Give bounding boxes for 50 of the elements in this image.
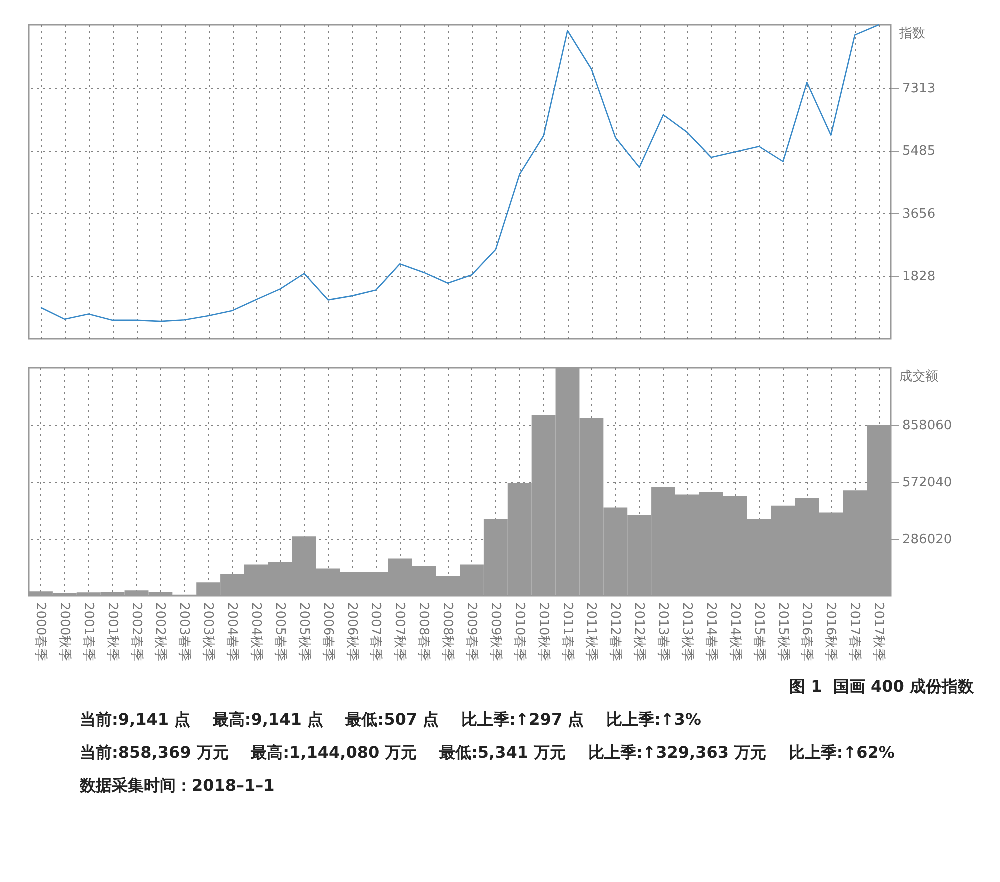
y-axis-title: 成交额 [900, 368, 938, 384]
x-tick-label: 2009秋季 [488, 602, 503, 662]
x-tick-label: 2006秋季 [344, 602, 360, 662]
x-tick-label: 2000秋季 [56, 602, 72, 662]
line-series [40, 24, 880, 322]
y-axis-title: 指数 [898, 26, 926, 42]
text: 当前:858,369 万元 最高:1,144,080 万元 最低:5,341 万元 比上季:↑329,363 万元 比上季:↑62% [80, 743, 896, 764]
x-tick-label: 2008春季 [416, 602, 432, 662]
x-tick-label: 2000春季 [32, 602, 48, 662]
x-tick-label: 2015秋季 [775, 602, 790, 662]
x-tick-label: 2002秋季 [152, 602, 168, 662]
x-tick-label: 2006春季 [320, 602, 336, 662]
y-tick-label: 3656 [902, 206, 936, 222]
x-tick-label: 2003春季 [176, 602, 192, 662]
x-tick-label: 2001秋季 [104, 602, 120, 662]
x-tick-label: 2007春季 [368, 602, 384, 662]
x-tick-label: 2010春季 [512, 602, 527, 662]
x-tick-label: 2012春季 [608, 602, 623, 662]
x-tick-label: 2011春季 [560, 602, 575, 662]
x-tick-label: 2013秋季 [679, 602, 694, 662]
x-tick-label: 2002春季 [128, 602, 144, 662]
text: 数据采集时间：2018–1–1 [80, 776, 276, 797]
x-tick-label: 2005春季 [272, 602, 288, 662]
x-tick-label: 2017春季 [847, 602, 862, 662]
y-tick-label: 7313 [902, 81, 936, 96]
x-tick-label: 2016秋季 [823, 602, 838, 662]
x-tick-label: 2003秋季 [200, 602, 216, 662]
x-tick-label: 2014春季 [703, 602, 718, 662]
text: 当前:9,141 点 最高:9,141 点 最低:507 点 比上季:↑297 点 比上季:↑3% [80, 710, 702, 731]
x-tick-label: 2009春季 [464, 602, 479, 662]
x-tick-label: 2017秋季 [871, 602, 886, 662]
x-tick-label: 2016春季 [799, 602, 814, 662]
y-tick-label: 1828 [902, 270, 936, 285]
x-tick-label: 2010秋季 [536, 602, 551, 662]
y-tick-label: 858060 [902, 418, 952, 434]
x-tick-label: 2014秋季 [727, 602, 742, 662]
x-tick-label: 2013春季 [656, 602, 671, 662]
x-tick-label: 2015春季 [751, 602, 766, 662]
y-tick-label: 5485 [902, 144, 936, 160]
x-tick-label: 2007秋季 [392, 602, 408, 662]
text: 图 1 国画 400 成份指数 [788, 677, 974, 698]
x-tick-label: 2004秋季 [248, 602, 264, 662]
y-tick-label: 572040 [902, 476, 952, 490]
x-tick-label: 2001春季 [80, 602, 96, 662]
x-tick-label: 2012秋季 [632, 602, 647, 662]
x-tick-label: 2004春季 [224, 602, 240, 662]
x-tick-label: 2008秋季 [440, 602, 456, 662]
x-tick-label: 2005秋季 [296, 602, 312, 662]
y-tick-label: 286020 [902, 532, 952, 548]
x-tick-label: 2011秋季 [584, 602, 599, 662]
